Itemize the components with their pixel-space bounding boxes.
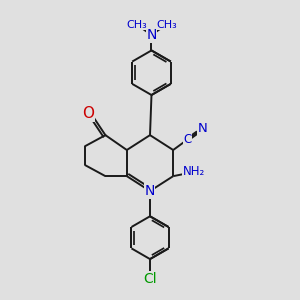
Text: N: N — [197, 122, 207, 135]
Text: NH₂: NH₂ — [183, 165, 205, 178]
Text: Cl: Cl — [143, 272, 157, 286]
Text: CH₃: CH₃ — [156, 20, 177, 30]
Text: N: N — [146, 28, 157, 42]
Text: C: C — [183, 134, 192, 146]
Text: N: N — [144, 184, 154, 198]
Text: O: O — [82, 106, 94, 121]
Text: CH₃: CH₃ — [126, 20, 147, 30]
